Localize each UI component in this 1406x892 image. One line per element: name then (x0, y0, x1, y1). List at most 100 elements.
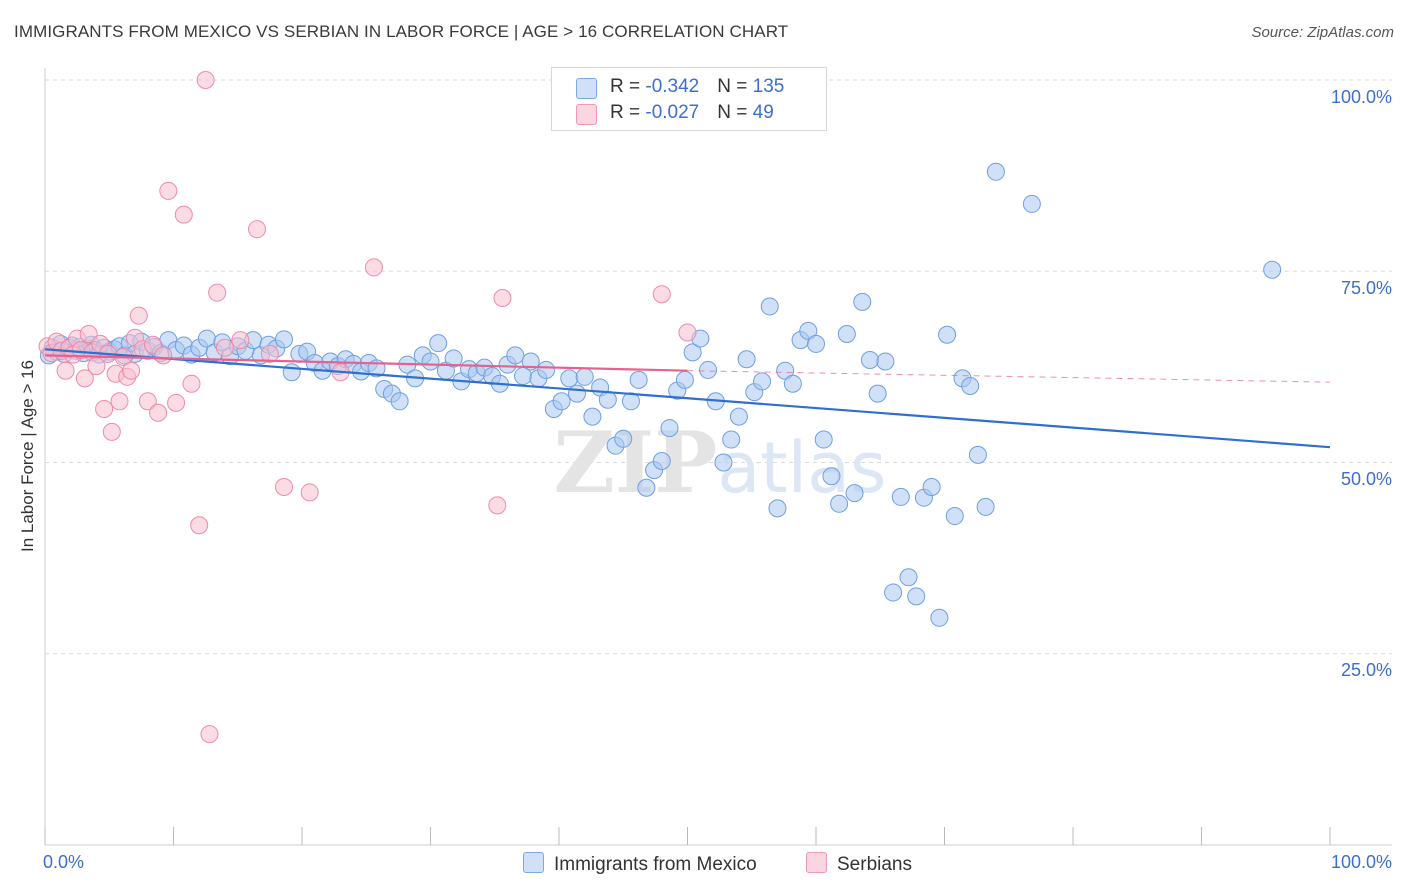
point-serbians (300, 483, 319, 502)
y-tick-label: 50.0% (1340, 469, 1392, 489)
point-mexico (575, 367, 594, 386)
point-mexico (598, 390, 617, 409)
point-mexico (621, 392, 640, 411)
point-mexico (760, 297, 779, 316)
point-serbians (190, 516, 209, 535)
x-tick-label: 100.0% (1330, 852, 1392, 872)
point-serbians (364, 258, 383, 277)
point-mexico (421, 352, 440, 371)
legend-r-label: R = (610, 102, 646, 123)
point-mexico (930, 608, 949, 627)
point-serbians (56, 361, 75, 380)
point-serbians (231, 331, 250, 350)
point-serbians (79, 324, 98, 343)
point-mexico (552, 392, 571, 411)
point-mexico (986, 162, 1005, 181)
point-serbians (678, 323, 697, 342)
point-serbians (248, 220, 267, 239)
point-mexico (629, 370, 648, 389)
point-mexico (768, 499, 787, 518)
point-mexico (922, 477, 941, 496)
point-serbians (159, 181, 178, 200)
point-mexico (783, 374, 802, 393)
point-serbians (102, 422, 121, 441)
point-mexico (907, 587, 926, 606)
bottom-legend-label-mexico: Immigrants from Mexico (554, 854, 757, 875)
point-serbians (652, 285, 671, 304)
point-mexico (699, 360, 718, 379)
point-serbians (182, 374, 201, 393)
point-mexico (899, 568, 918, 587)
point-mexico (807, 334, 825, 353)
legend-r-value-mexico: -0.342 (645, 76, 700, 97)
point-mexico (683, 343, 702, 362)
point-mexico (506, 346, 525, 365)
point-mexico (830, 494, 849, 513)
point-serbians (154, 346, 173, 365)
bottom-legend-serbians: Serbians (806, 852, 912, 876)
correlation-legend: R = -0.342 N = 135 R = -0.027 N = 49 (551, 67, 827, 131)
y-tick-label: 25.0% (1340, 660, 1392, 680)
point-mexico (945, 507, 964, 526)
point-mexico (675, 370, 694, 389)
point-mexico (390, 392, 409, 411)
point-mexico (891, 487, 910, 506)
legend-r-value-serbians: -0.027 (645, 102, 700, 123)
point-mexico (860, 350, 879, 369)
point-mexico (938, 325, 957, 344)
point-serbians (208, 283, 227, 302)
x-tick-label: 0.0% (43, 852, 85, 872)
trendline-mexico (44, 348, 1331, 449)
point-mexico (976, 497, 995, 516)
point-mexico (275, 330, 294, 349)
point-mexico (845, 484, 864, 503)
legend-n-label: N = (717, 102, 753, 123)
point-mexico (660, 419, 679, 438)
point-mexico (814, 430, 833, 449)
point-mexico (714, 453, 733, 472)
point-mexico (729, 407, 748, 426)
point-mexico (737, 350, 756, 369)
bottom-legend-swatch-serbians (806, 852, 827, 873)
y-axis-label: In Labor Force | Age > 16 (18, 359, 37, 553)
point-serbians (110, 392, 129, 411)
point-serbians (260, 344, 279, 363)
point-mexico (614, 429, 633, 448)
point-mexico (282, 363, 301, 382)
point-serbians (138, 392, 157, 411)
point-mexico (567, 384, 586, 403)
legend-n-value-serbians: 49 (752, 102, 774, 123)
y-tick-label: 75.0% (1340, 278, 1392, 298)
bottom-legend-mexico: Immigrants from Mexico (523, 852, 757, 876)
legend-n-value-mexico: 135 (752, 76, 785, 97)
legend-n-label: N = (717, 76, 753, 97)
point-serbians (196, 71, 215, 89)
point-mexico (1022, 194, 1041, 213)
point-serbians (215, 338, 234, 357)
trendline-serbians-extension (687, 370, 1331, 383)
point-serbians (174, 205, 193, 224)
point-mexico (652, 451, 671, 470)
point-mexico (560, 369, 579, 388)
chart-source: Source: ZipAtlas.com (1251, 24, 1394, 41)
point-mexico (429, 334, 448, 353)
point-mexico (884, 583, 903, 602)
bottom-legend-swatch-mexico (523, 852, 544, 873)
point-mexico (961, 377, 980, 395)
trendline-serbians (44, 354, 688, 372)
point-mexico (968, 445, 987, 464)
legend-swatch-serbians (576, 104, 597, 125)
bottom-legend-label-serbians: Serbians (837, 854, 912, 875)
point-mexico (876, 352, 895, 371)
point-serbians (95, 399, 114, 418)
point-serbians (493, 289, 512, 308)
point-serbians (129, 306, 148, 325)
point-mexico (537, 360, 556, 379)
point-mexico (853, 292, 872, 311)
point-mexico (868, 384, 887, 403)
point-mexico (837, 324, 856, 343)
point-mexico (583, 407, 602, 426)
point-serbians (200, 725, 219, 744)
point-serbians (488, 496, 507, 515)
point-mexico (1263, 260, 1282, 279)
